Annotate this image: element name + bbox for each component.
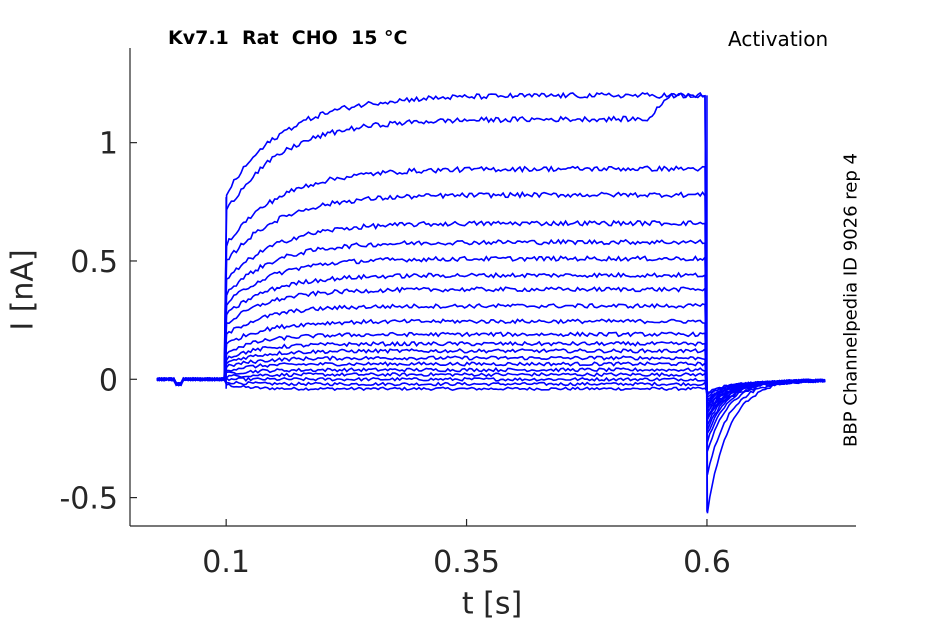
current-trace-6 <box>156 361 826 408</box>
current-trace-14 <box>156 271 826 421</box>
current-trace-9 <box>156 340 826 413</box>
x-tick-label: 0.1 <box>202 545 250 580</box>
y-axis-label: I [nA] <box>5 249 41 331</box>
protocol-label: Activation <box>728 27 829 51</box>
x-tick-label: 0.35 <box>433 545 500 580</box>
y-tick-label: 0.5 <box>70 245 118 280</box>
current-trace-20 <box>156 92 826 475</box>
current-trace-16 <box>156 238 826 431</box>
current-trace-3 <box>156 376 826 399</box>
current-trace-17 <box>156 219 826 436</box>
y-tick-label: -0.5 <box>59 482 118 517</box>
axes-layer: 0.1 0.35 0.6 -0.5 0 0.5 1 <box>59 48 856 580</box>
x-axis-label: t [s] <box>461 586 523 622</box>
current-trace-10 <box>156 331 826 413</box>
current-trace-7 <box>156 355 826 409</box>
current-trace-15 <box>156 255 826 426</box>
current-trace-21 <box>156 91 826 514</box>
chart-title: Kv7.1 Rat CHO 15 °C <box>168 27 408 49</box>
y-tick-label: 1 <box>99 127 118 162</box>
y-tick-label: 0 <box>99 363 118 398</box>
current-trace-13 <box>156 286 826 422</box>
current-trace-2 <box>156 377 826 397</box>
current-trace-19 <box>156 165 826 452</box>
current-trace-18 <box>156 190 826 443</box>
source-label: BBP Channelpedia ID 9026 rep 4 <box>840 153 862 447</box>
x-tick-label: 0.6 <box>683 545 731 580</box>
traces-layer <box>156 91 826 514</box>
